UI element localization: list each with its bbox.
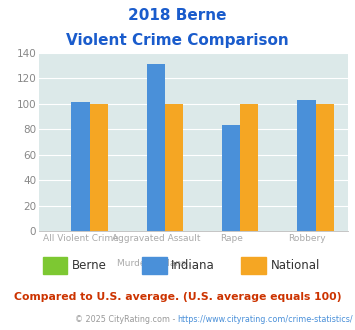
Text: 2018 Berne: 2018 Berne (128, 8, 227, 23)
Bar (222, 125, 240, 231)
Text: Compared to U.S. average. (U.S. average equals 100): Compared to U.S. average. (U.S. average … (14, 292, 341, 302)
Bar (297, 100, 316, 231)
Bar (316, 104, 334, 231)
Text: https://www.cityrating.com/crime-statistics/: https://www.cityrating.com/crime-statist… (178, 315, 353, 324)
Bar (71, 102, 89, 231)
Bar (240, 104, 258, 231)
Text: Violent Crime Comparison: Violent Crime Comparison (66, 33, 289, 48)
Text: Murder & Mans...: Murder & Mans... (117, 259, 195, 268)
Bar (89, 104, 108, 231)
Text: Indiana: Indiana (171, 259, 215, 272)
Text: © 2025 CityRating.com -: © 2025 CityRating.com - (75, 315, 178, 324)
Bar (147, 64, 165, 231)
Bar (165, 104, 183, 231)
Text: National: National (271, 259, 320, 272)
Text: Berne: Berne (72, 259, 106, 272)
